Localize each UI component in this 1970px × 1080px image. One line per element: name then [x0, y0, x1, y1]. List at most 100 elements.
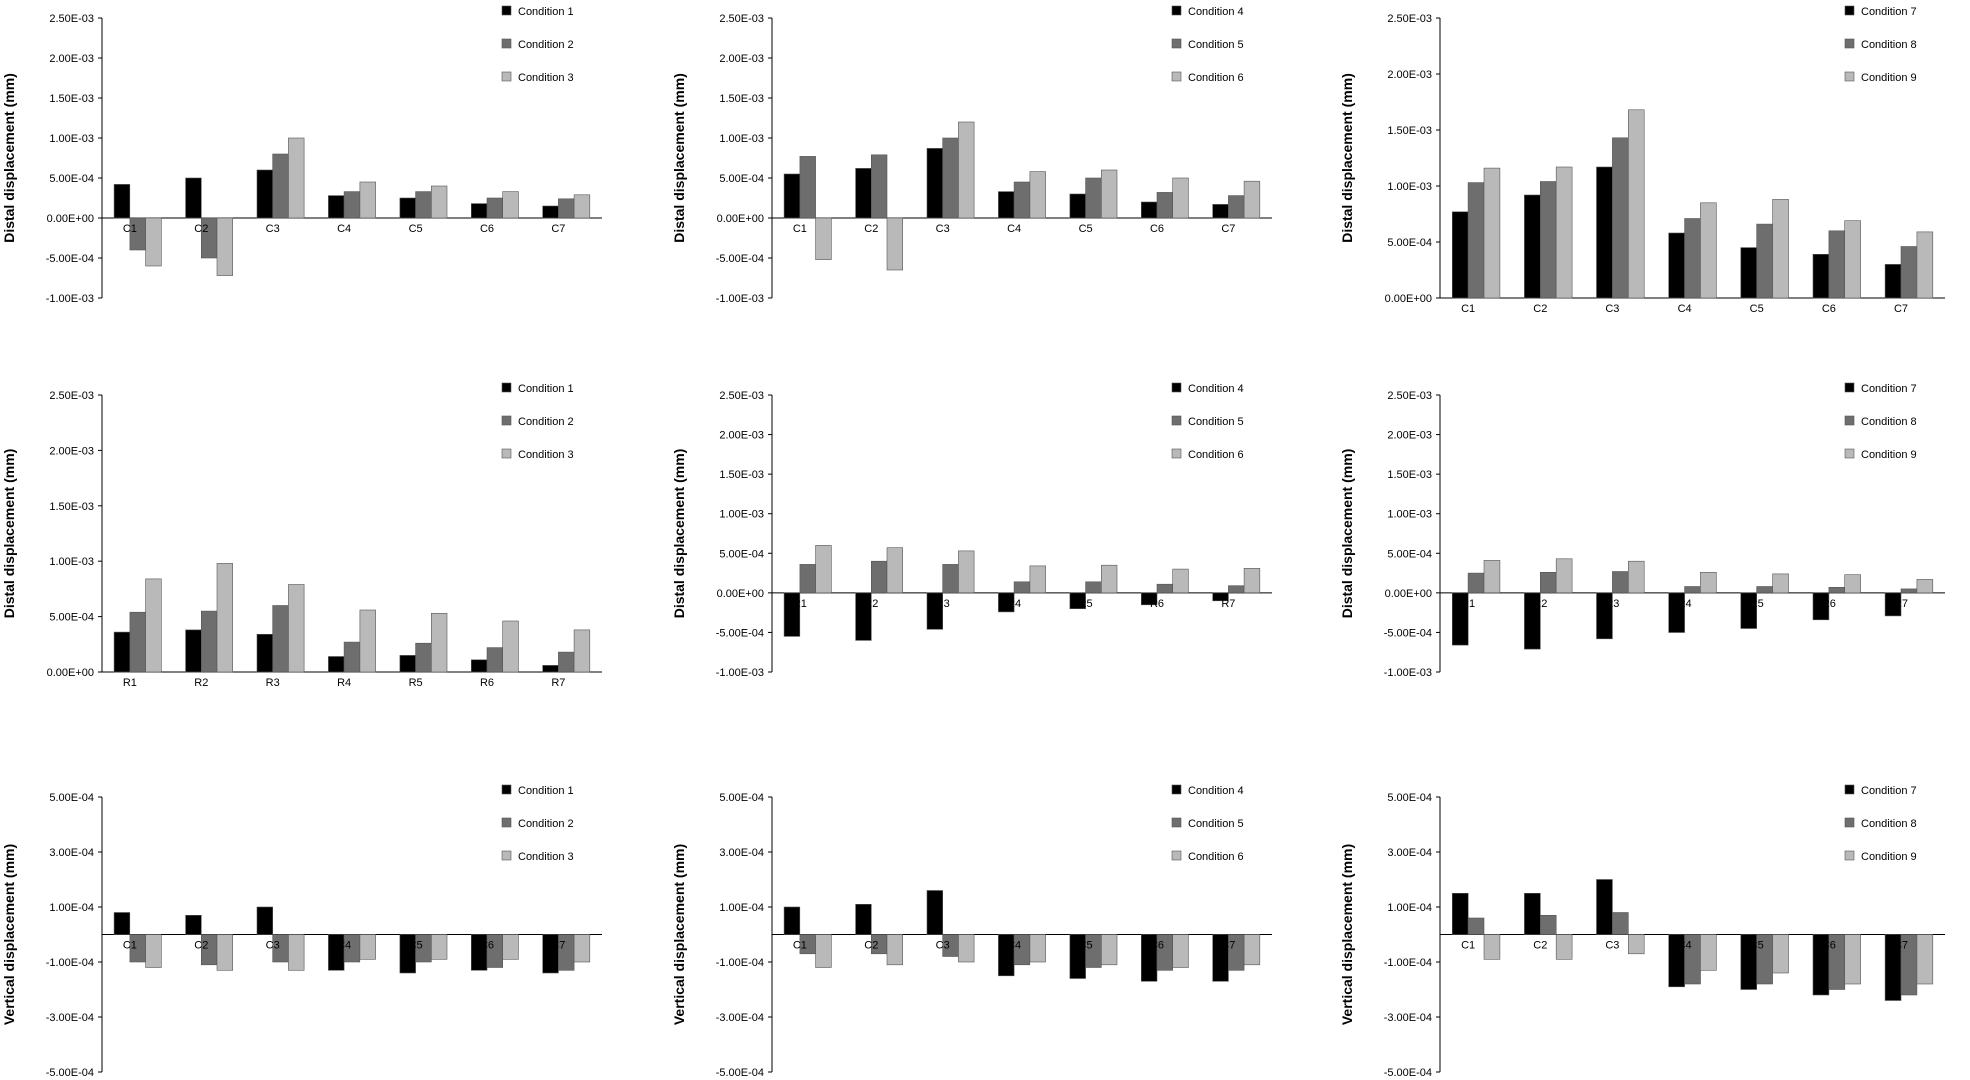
legend-swatch	[501, 38, 512, 49]
x-category-label: C2	[194, 223, 208, 235]
x-category-label: C3	[1605, 940, 1619, 952]
y-tick-label: 2.00E-03	[719, 53, 764, 65]
y-tick-label: 5.00E-04	[719, 792, 764, 804]
bar-c6-series-2	[1828, 230, 1846, 299]
bar-c1-series-1	[113, 184, 131, 219]
bar-c7-series-1	[542, 205, 559, 219]
y-tick-label: 5.00E-04	[1387, 792, 1432, 804]
x-category-label: R6	[480, 677, 494, 689]
bar-c4-series-3	[1029, 934, 1046, 963]
y-tick-label: 5.00E-04	[719, 173, 764, 185]
bar-c2-series-1	[1524, 892, 1541, 935]
x-category-label: C1	[1461, 303, 1475, 315]
y-tick-label: -5.00E-04	[716, 627, 764, 639]
y-tick-label: -1.00E-04	[46, 957, 94, 969]
y-tick-label: -1.00E-03	[1384, 667, 1432, 679]
x-category-label: R5	[409, 677, 423, 689]
x-category-label: C7	[1894, 303, 1908, 315]
bar-c1-series-2	[1467, 182, 1485, 299]
y-tick-label: 5.00E-04	[1387, 237, 1432, 249]
bar-c1-series-2	[799, 156, 816, 219]
bar-r5-series-3	[1101, 564, 1118, 594]
chart-panel-2: 2.50E-03 2.00E-03 1.50E-03 1.00E-03 5.00E-04…	[671, 5, 1272, 305]
bar-c1-series-3	[145, 934, 162, 968]
bar-c6-series-2	[1156, 192, 1173, 219]
bar-c2-series-1	[855, 903, 872, 935]
legend-label: Condition 4	[1188, 785, 1244, 797]
x-category-label: C1	[793, 223, 807, 235]
legend-swatch	[1844, 415, 1855, 426]
legend-swatch	[1171, 71, 1182, 82]
bar-r7-series-2	[1900, 588, 1918, 594]
x-category-label: C2	[194, 940, 208, 952]
x-category-label: C1	[1461, 940, 1475, 952]
bar-r4-series-3	[359, 609, 376, 673]
y-tick-label: -5.00E-04	[716, 253, 764, 265]
bar-r2-series-1	[855, 592, 872, 641]
bar-r1-series-2	[1467, 572, 1485, 594]
bar-c7-series-3	[573, 194, 591, 219]
y-tick-label: 0.00E+00	[1385, 588, 1432, 600]
y-axis-title: Distal displacement (mm)	[671, 73, 687, 243]
bar-c1-series-1	[1452, 211, 1469, 299]
y-tick-label: -3.00E-04	[46, 1012, 94, 1024]
y-tick-label: 5.00E-04	[49, 173, 94, 185]
y-tick-label: 5.00E-04	[1387, 548, 1432, 560]
x-category-label: C5	[409, 223, 423, 235]
x-category-label: C6	[1150, 940, 1164, 952]
bar-c4-series-3	[359, 181, 376, 219]
bar-r4-series-2	[1684, 586, 1701, 594]
x-category-label: R2	[1533, 598, 1547, 610]
bar-c6-series-3	[1172, 934, 1189, 968]
bar-r3-series-1	[926, 592, 943, 630]
legend-swatch	[501, 448, 512, 459]
legend-swatch	[501, 382, 512, 393]
x-category-label: R1	[793, 598, 807, 610]
x-category-label: R7	[551, 677, 565, 689]
bar-c1-series-1	[783, 906, 801, 935]
legend-label: Condition 2	[518, 39, 574, 51]
bar-c4-series-3	[1029, 171, 1046, 219]
y-tick-label: 2.00E-03	[49, 445, 94, 457]
bar-c5-series-3	[1772, 934, 1789, 974]
bar-r5-series-2	[1756, 586, 1773, 594]
y-tick-label: 2.00E-03	[49, 53, 94, 65]
x-category-label: R3	[936, 598, 950, 610]
y-tick-label: 1.50E-03	[1387, 125, 1432, 137]
bar-r1-series-1	[1452, 592, 1469, 646]
bar-c5-series-1	[399, 197, 416, 219]
bar-c3-series-1	[256, 906, 273, 935]
bar-r2-series-3	[216, 563, 233, 673]
bar-c5-series-3	[1101, 934, 1118, 966]
bar-r5-series-2	[1085, 581, 1102, 594]
y-tick-label: 1.00E-03	[719, 509, 764, 521]
bar-c4-series-2	[1684, 218, 1701, 299]
bar-c2-series-1	[185, 177, 202, 219]
bar-c3-series-1	[926, 148, 943, 219]
y-tick-label: 1.00E-04	[49, 902, 94, 914]
legend-swatch	[1844, 71, 1855, 82]
bar-c1-series-3	[145, 217, 162, 267]
y-tick-label: 1.50E-03	[719, 469, 764, 481]
bar-c5-series-1	[1740, 247, 1758, 299]
bar-c7-series-3	[573, 934, 591, 963]
bar-r6-series-3	[1844, 574, 1861, 594]
bar-r4-series-3	[1700, 571, 1717, 594]
bar-r2-series-2	[870, 560, 888, 594]
legend-label: Condition 2	[518, 818, 574, 830]
bar-r6-series-1	[1141, 592, 1158, 606]
bar-c3-series-2	[942, 137, 959, 219]
legend-label: Condition 5	[1188, 39, 1244, 51]
bar-r3-series-2	[1612, 571, 1629, 594]
bar-r7-series-2	[558, 651, 575, 673]
legend-swatch	[1844, 850, 1855, 861]
x-category-label: R1	[123, 677, 137, 689]
bar-c3-series-1	[1596, 879, 1613, 935]
legend-swatch	[501, 784, 512, 795]
bar-c1-series-3	[815, 934, 832, 968]
legend-label: Condition 6	[1188, 449, 1244, 461]
x-category-label: C4	[337, 223, 351, 235]
bar-r5-series-1	[1740, 592, 1758, 629]
bar-c1-series-3	[1483, 167, 1501, 299]
chart-panel-8: 5.00E-04 3.00E-04 1.00E-04 -1.00E-04 -3.00E-…	[671, 784, 1272, 1079]
